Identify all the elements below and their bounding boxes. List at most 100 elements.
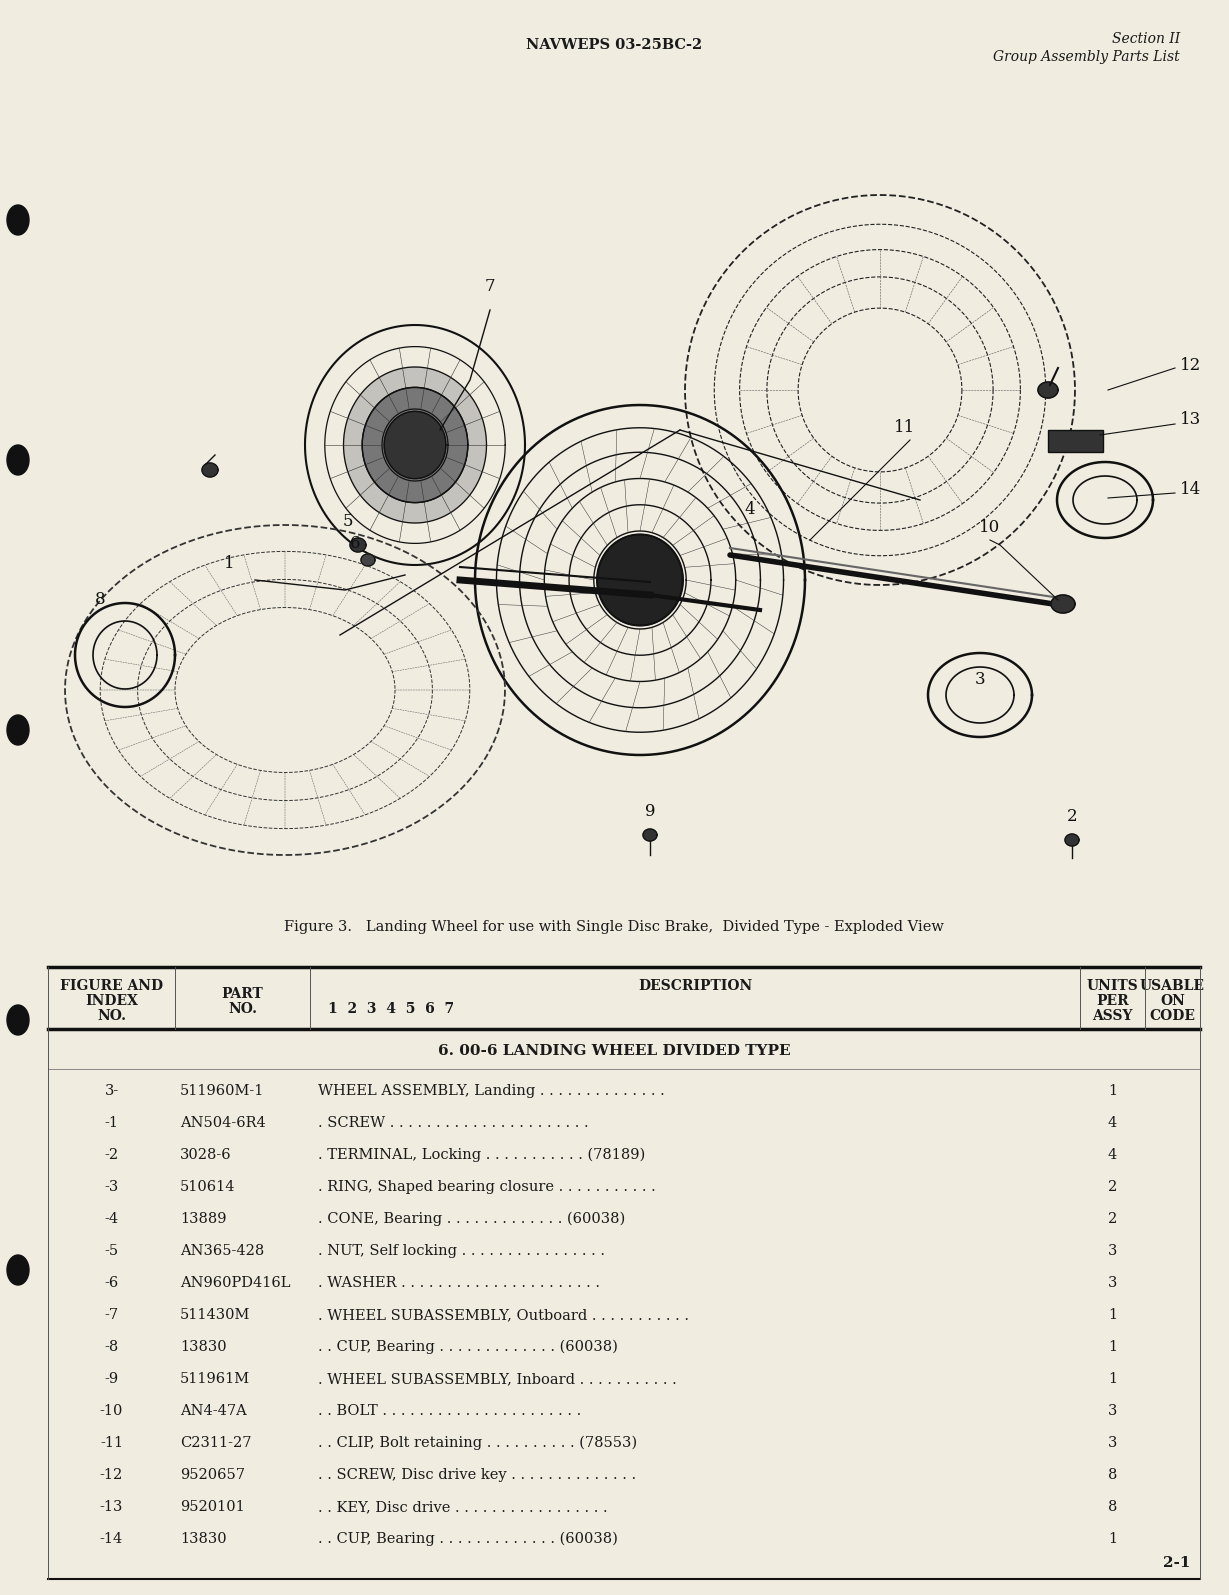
Text: . . KEY, Disc drive . . . . . . . . . . . . . . . . .: . . KEY, Disc drive . . . . . . . . . . … — [318, 1499, 607, 1514]
Text: 13830: 13830 — [179, 1533, 226, 1546]
Polygon shape — [202, 463, 218, 477]
Text: 7: 7 — [484, 278, 495, 295]
Polygon shape — [361, 553, 375, 566]
Text: 511960M-1: 511960M-1 — [179, 1085, 264, 1097]
Text: -14: -14 — [100, 1533, 123, 1546]
Text: . . CLIP, Bolt retaining . . . . . . . . . . (78553): . . CLIP, Bolt retaining . . . . . . . .… — [318, 1436, 637, 1450]
Text: 511430M: 511430M — [179, 1308, 251, 1322]
Text: 511961M: 511961M — [179, 1372, 251, 1386]
Text: C2311-27: C2311-27 — [179, 1436, 252, 1450]
Text: 8: 8 — [1107, 1467, 1117, 1482]
Ellipse shape — [7, 715, 29, 745]
Polygon shape — [1051, 595, 1075, 612]
Text: Group Assembly Parts List: Group Assembly Parts List — [993, 49, 1180, 64]
Text: 1: 1 — [224, 555, 235, 571]
Text: 2: 2 — [1107, 1180, 1117, 1195]
Text: 13889: 13889 — [179, 1212, 226, 1227]
Text: 2-1: 2-1 — [1163, 1557, 1190, 1569]
Text: 2: 2 — [1107, 1212, 1117, 1227]
Ellipse shape — [7, 206, 29, 234]
Text: 12: 12 — [1180, 357, 1201, 373]
Ellipse shape — [7, 1255, 29, 1286]
Polygon shape — [597, 534, 683, 625]
Text: NO.: NO. — [229, 1002, 257, 1016]
Text: 6. 00-6 LANDING WHEEL DIVIDED TYPE: 6. 00-6 LANDING WHEEL DIVIDED TYPE — [438, 1045, 790, 1057]
Text: -7: -7 — [104, 1308, 118, 1322]
Text: . TERMINAL, Locking . . . . . . . . . . . (78189): . TERMINAL, Locking . . . . . . . . . . … — [318, 1148, 645, 1163]
Text: Section II: Section II — [1112, 32, 1180, 46]
Text: -10: -10 — [100, 1404, 123, 1418]
Text: 9: 9 — [645, 802, 655, 820]
Text: 4: 4 — [1107, 1116, 1117, 1129]
Text: UNITS: UNITS — [1086, 979, 1138, 994]
Text: . . CUP, Bearing . . . . . . . . . . . . . (60038): . . CUP, Bearing . . . . . . . . . . . .… — [318, 1531, 618, 1546]
Text: 13: 13 — [1180, 412, 1201, 429]
Text: . . BOLT . . . . . . . . . . . . . . . . . . . . . .: . . BOLT . . . . . . . . . . . . . . . .… — [318, 1404, 581, 1418]
Text: USABLE: USABLE — [1141, 979, 1204, 994]
Text: 3: 3 — [1107, 1244, 1117, 1258]
Text: -9: -9 — [104, 1372, 118, 1386]
Text: AN365-428: AN365-428 — [179, 1244, 264, 1258]
Text: NAVWEPS 03-25BC-2: NAVWEPS 03-25BC-2 — [526, 38, 702, 53]
Text: . NUT, Self locking . . . . . . . . . . . . . . . .: . NUT, Self locking . . . . . . . . . . … — [318, 1244, 605, 1258]
Text: 3-: 3- — [104, 1085, 119, 1097]
Polygon shape — [1039, 381, 1058, 399]
Text: -5: -5 — [104, 1244, 118, 1258]
Polygon shape — [643, 829, 658, 841]
Text: 1: 1 — [1107, 1308, 1117, 1322]
Text: WHEEL ASSEMBLY, Landing . . . . . . . . . . . . . .: WHEEL ASSEMBLY, Landing . . . . . . . . … — [318, 1085, 665, 1097]
Text: CODE: CODE — [1149, 1010, 1196, 1022]
Text: 510614: 510614 — [179, 1180, 236, 1195]
Polygon shape — [385, 412, 446, 478]
Ellipse shape — [7, 1005, 29, 1035]
Text: 8: 8 — [95, 592, 106, 609]
Text: -11: -11 — [100, 1436, 123, 1450]
Text: 3: 3 — [1107, 1276, 1117, 1290]
Text: 4: 4 — [745, 501, 756, 518]
Text: -1: -1 — [104, 1116, 118, 1129]
Text: 1: 1 — [1107, 1372, 1117, 1386]
Text: -3: -3 — [104, 1180, 119, 1195]
Text: 9520657: 9520657 — [179, 1467, 245, 1482]
Text: -6: -6 — [104, 1276, 119, 1290]
Text: 3: 3 — [975, 671, 986, 689]
Text: FIGURE AND: FIGURE AND — [60, 979, 163, 994]
Text: . WHEEL SUBASSEMBLY, Outboard . . . . . . . . . . .: . WHEEL SUBASSEMBLY, Outboard . . . . . … — [318, 1308, 689, 1322]
Text: ON: ON — [1160, 994, 1185, 1008]
Text: Figure 3.   Landing Wheel for use with Single Disc Brake,  Divided Type - Explod: Figure 3. Landing Wheel for use with Sin… — [284, 920, 944, 935]
Text: . SCREW . . . . . . . . . . . . . . . . . . . . . .: . SCREW . . . . . . . . . . . . . . . . … — [318, 1116, 589, 1129]
Text: 6: 6 — [350, 534, 360, 552]
Text: 2: 2 — [1067, 809, 1078, 825]
Text: 14: 14 — [1180, 482, 1201, 499]
Text: 10: 10 — [980, 518, 1000, 536]
Text: AN504-6R4: AN504-6R4 — [179, 1116, 265, 1129]
Text: PER: PER — [1096, 994, 1128, 1008]
Text: -4: -4 — [104, 1212, 118, 1227]
Text: -2: -2 — [104, 1148, 118, 1163]
Text: 1  2  3  4  5  6  7: 1 2 3 4 5 6 7 — [328, 1002, 455, 1016]
Text: 1: 1 — [1107, 1533, 1117, 1546]
Text: 4: 4 — [1107, 1148, 1117, 1163]
Text: . . CUP, Bearing . . . . . . . . . . . . . (60038): . . CUP, Bearing . . . . . . . . . . . .… — [318, 1340, 618, 1354]
Text: 3: 3 — [1107, 1436, 1117, 1450]
Text: . CONE, Bearing . . . . . . . . . . . . . (60038): . CONE, Bearing . . . . . . . . . . . . … — [318, 1212, 626, 1227]
Polygon shape — [363, 388, 468, 502]
Text: 9520101: 9520101 — [179, 1499, 245, 1514]
Text: AN4-47A: AN4-47A — [179, 1404, 247, 1418]
Text: 1: 1 — [1107, 1340, 1117, 1354]
Text: INDEX: INDEX — [85, 994, 138, 1008]
Polygon shape — [343, 367, 487, 523]
Bar — [1048, 431, 1102, 451]
Text: -12: -12 — [100, 1467, 123, 1482]
Text: 5: 5 — [343, 514, 353, 531]
Text: . WHEEL SUBASSEMBLY, Inboard . . . . . . . . . . .: . WHEEL SUBASSEMBLY, Inboard . . . . . .… — [318, 1372, 677, 1386]
Text: . . SCREW, Disc drive key . . . . . . . . . . . . . .: . . SCREW, Disc drive key . . . . . . . … — [318, 1467, 637, 1482]
Text: . RING, Shaped bearing closure . . . . . . . . . . .: . RING, Shaped bearing closure . . . . .… — [318, 1180, 656, 1195]
Text: ASSY: ASSY — [1093, 1010, 1133, 1022]
Text: DESCRIPTION: DESCRIPTION — [638, 979, 752, 994]
Text: 3028-6: 3028-6 — [179, 1148, 231, 1163]
Polygon shape — [350, 538, 366, 552]
Text: . WASHER . . . . . . . . . . . . . . . . . . . . . .: . WASHER . . . . . . . . . . . . . . . .… — [318, 1276, 600, 1290]
Text: 11: 11 — [895, 419, 916, 437]
Text: 8: 8 — [1107, 1499, 1117, 1514]
